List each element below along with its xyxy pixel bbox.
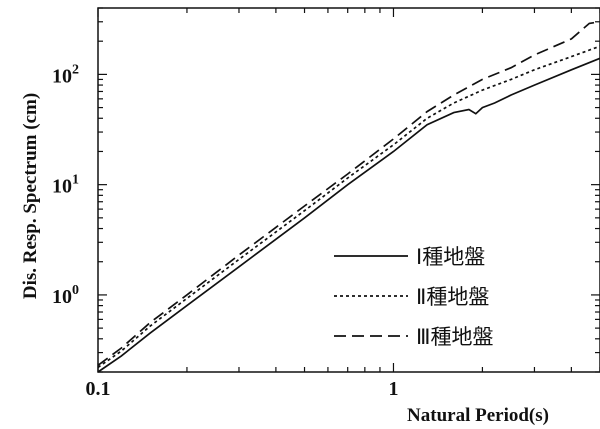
x-axis-label: Natural Period(s) — [407, 405, 549, 426]
series-line-1 — [97, 57, 600, 373]
x-tick-label: 0.1 — [86, 378, 111, 400]
x-tick-labels: 0.1 1 — [86, 378, 399, 400]
y-tick-labels: 100 101 102 — [52, 62, 79, 308]
series-line-2 — [97, 45, 600, 369]
y-axis-label: Dis. Resp. Spectrum (cm) — [20, 93, 41, 299]
legend-label-1: Ⅰ種地盤 — [416, 245, 485, 269]
legend: Ⅰ種地盤 Ⅱ種地盤 Ⅲ種地盤 — [334, 245, 493, 349]
series-layer — [97, 20, 600, 373]
y-tick-label: 102 — [52, 62, 79, 87]
axis-ticks — [97, 7, 600, 373]
series-line-3 — [97, 20, 600, 366]
x-tick-label: 1 — [388, 378, 398, 400]
legend-label-3: Ⅲ種地盤 — [416, 325, 493, 349]
plot-frame — [97, 7, 600, 373]
legend-label-2: Ⅱ種地盤 — [416, 285, 489, 309]
y-tick-label: 101 — [52, 173, 79, 198]
y-tick-label: 100 — [52, 283, 79, 308]
